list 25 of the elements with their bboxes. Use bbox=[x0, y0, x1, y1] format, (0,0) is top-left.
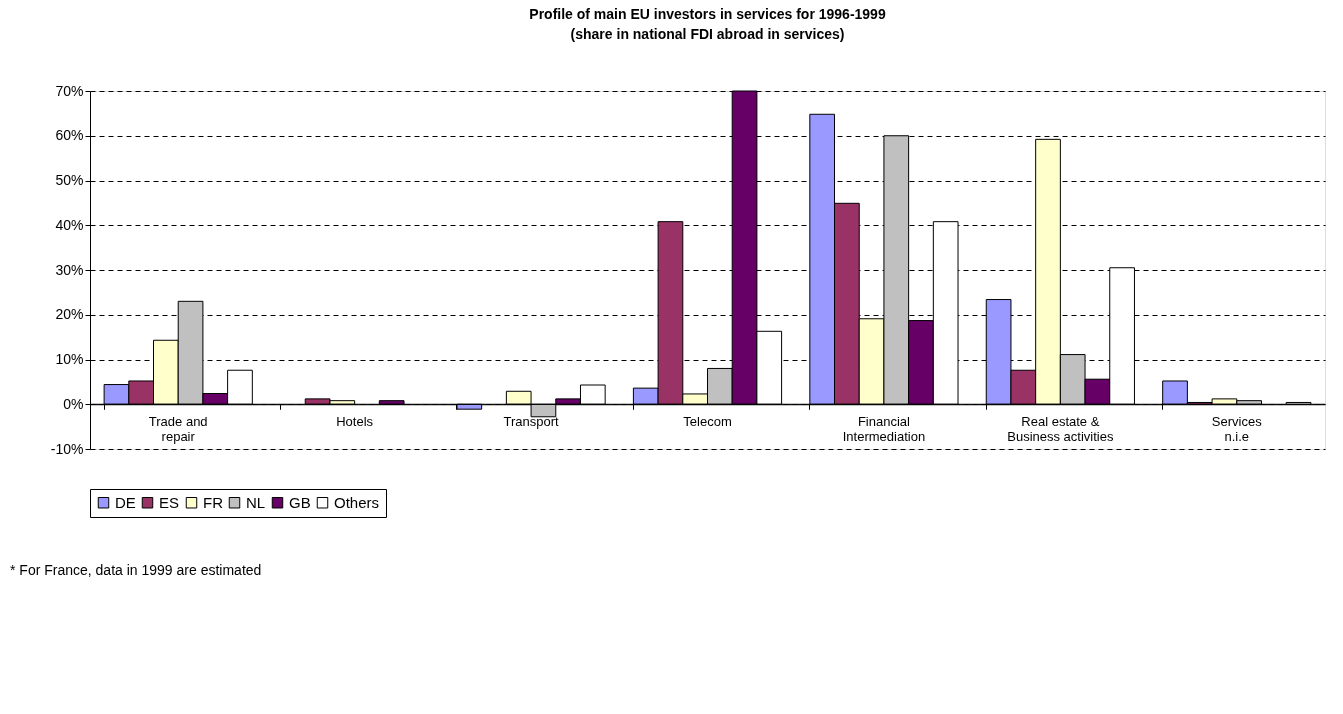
y-tick-label: 20% bbox=[55, 306, 84, 323]
y-tick-label: 30% bbox=[55, 261, 84, 278]
y-tick-label: 40% bbox=[55, 216, 84, 233]
legend-label: Others bbox=[334, 493, 380, 511]
x-tick-label: Real estate & Business activities bbox=[1007, 413, 1114, 444]
chart-title: Profile of main EU investors in services for 1996-1999 bbox=[529, 6, 886, 22]
y-tick-label: 50% bbox=[55, 172, 84, 188]
y-tick-label: 60% bbox=[55, 127, 84, 144]
x-tick-label: Services n.i.e bbox=[1211, 413, 1263, 444]
y-tick-label: -10% bbox=[50, 440, 84, 457]
y-tick-label: 10% bbox=[55, 351, 84, 367]
x-tick-label: Telecom bbox=[683, 413, 732, 429]
x-tick-label: Hotels bbox=[336, 413, 374, 429]
text: * For France, data in 1999 are estimated bbox=[10, 562, 262, 578]
legend-label: FR bbox=[203, 493, 224, 511]
y-tick-label: 70% bbox=[55, 82, 84, 99]
y-tick-label: 0% bbox=[63, 395, 84, 412]
x-tick-label: Financial Intermediation bbox=[842, 413, 926, 444]
legend-label: GB bbox=[289, 493, 311, 511]
x-tick-label: Trade and repair bbox=[148, 413, 208, 444]
legend-label: ES bbox=[159, 493, 180, 511]
chart-subtitle: (share in national FDI abroad in services) bbox=[570, 26, 845, 42]
legend-label: DE bbox=[115, 493, 136, 511]
x-tick-label: Transport bbox=[503, 413, 560, 429]
legend-label: NL bbox=[246, 493, 266, 511]
